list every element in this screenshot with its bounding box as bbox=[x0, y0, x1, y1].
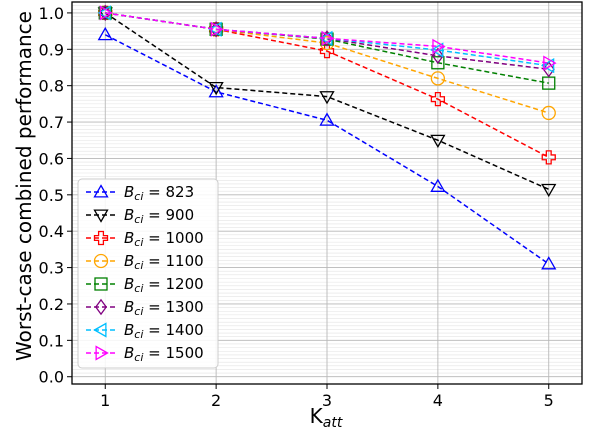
x-tick-label: 5 bbox=[544, 391, 554, 410]
data-point bbox=[319, 91, 335, 105]
data-point bbox=[321, 30, 335, 47]
y-tick-label: 0.6 bbox=[39, 149, 64, 168]
series-lines bbox=[97, 4, 557, 270]
data-point bbox=[541, 150, 556, 165]
legend-entry: Bci = 1100 bbox=[86, 252, 204, 272]
legend-label: Bci = 1100 bbox=[124, 252, 204, 272]
y-tick-label: 0.4 bbox=[39, 222, 64, 241]
series bbox=[99, 5, 557, 71]
legend-entry: Bci = 1500 bbox=[86, 344, 204, 364]
data-point bbox=[541, 256, 557, 270]
data-point bbox=[430, 42, 444, 58]
legend-marker bbox=[94, 277, 108, 291]
y-tick-label: 0.3 bbox=[39, 259, 64, 278]
legend-marker bbox=[93, 184, 109, 198]
y-tick-label: 0.8 bbox=[39, 77, 64, 96]
legend-marker bbox=[93, 209, 109, 223]
y-tick-label: 0.1 bbox=[39, 331, 64, 350]
y-tick-label: 0.9 bbox=[39, 40, 64, 59]
data-point bbox=[208, 81, 224, 96]
y-axis-title: Worst-case combined performance bbox=[12, 11, 36, 361]
legend-marker bbox=[93, 230, 109, 246]
axis-ticks: 0.0 0.1 0.2 0.3 0.4 0.5 0.6 0.7 0.8 0.9 1.0 1 2 3 4 5 bbox=[39, 4, 554, 410]
x-tick-label: 2 bbox=[211, 391, 221, 410]
data-point bbox=[430, 134, 446, 149]
legend-entry: Bci = 1300 bbox=[86, 298, 204, 318]
y-tick-label: 0.7 bbox=[39, 113, 64, 132]
legend-label: Bci = 1200 bbox=[124, 275, 204, 295]
legend-label: Bci = 1500 bbox=[124, 344, 204, 364]
legend-entry: Bci = 1400 bbox=[86, 321, 204, 341]
data-point bbox=[99, 5, 114, 21]
data-point bbox=[432, 38, 446, 54]
y-tick-label: 0.5 bbox=[39, 186, 64, 205]
data-point bbox=[430, 71, 446, 86]
legend-entry: Bci = 1200 bbox=[86, 275, 204, 295]
data-point bbox=[541, 105, 556, 121]
legend-marker bbox=[94, 298, 108, 316]
legend-marker bbox=[93, 322, 107, 338]
series bbox=[97, 26, 557, 270]
data-point bbox=[430, 178, 446, 192]
legend-label: Bci = 1400 bbox=[124, 321, 204, 341]
data-point bbox=[431, 56, 445, 70]
y-tick-label: 1.0 bbox=[39, 4, 64, 23]
y-tick-label: 0.0 bbox=[39, 368, 64, 387]
x-tick-label: 3 bbox=[322, 391, 332, 410]
legend-label: Bci = 823 bbox=[124, 183, 194, 203]
legend-box bbox=[77, 178, 219, 369]
data-point bbox=[208, 84, 224, 98]
legend-entry: Bci = 1000 bbox=[86, 229, 204, 249]
data-point bbox=[97, 26, 113, 41]
data-point bbox=[540, 58, 555, 74]
data-point bbox=[541, 183, 557, 198]
data-point bbox=[543, 55, 557, 71]
series-line bbox=[105, 12, 549, 64]
series-line bbox=[104, 34, 550, 265]
y-tick-label: 0.2 bbox=[39, 295, 64, 314]
x-tick-label: 4 bbox=[433, 391, 443, 410]
data-point bbox=[430, 91, 446, 107]
data-point bbox=[319, 112, 335, 126]
legend-marker bbox=[95, 345, 109, 361]
legend-label: Bci = 900 bbox=[124, 206, 194, 226]
x-tick-label: 1 bbox=[100, 391, 110, 410]
legend-marker bbox=[93, 253, 109, 269]
legend-entry: Bci = 900 bbox=[86, 206, 194, 226]
legend-label: Bci = 1000 bbox=[124, 229, 204, 249]
data-point bbox=[431, 47, 444, 65]
legend-entry: Bci = 823 bbox=[86, 183, 194, 203]
legend-label: Bci = 1300 bbox=[124, 298, 204, 318]
data-point bbox=[210, 21, 224, 37]
x-axis-title: Katt bbox=[310, 404, 343, 431]
legend: Bci = 823 Bci = 900 Bci = 1000 Bci = 1100 Bc… bbox=[77, 178, 219, 369]
series-line bbox=[104, 12, 550, 191]
